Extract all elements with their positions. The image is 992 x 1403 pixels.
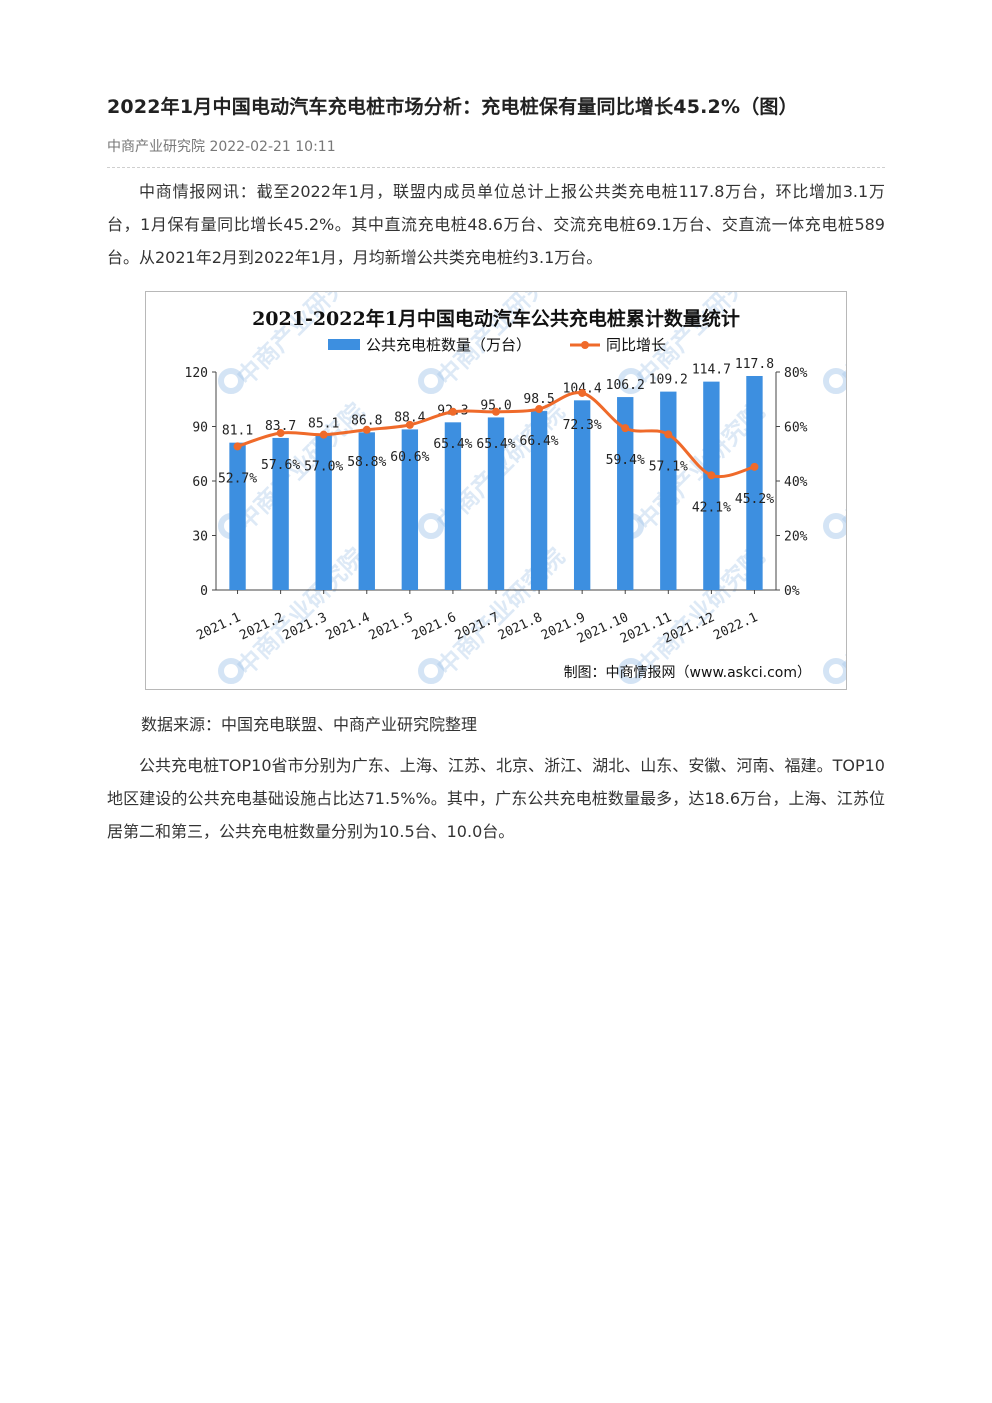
watermark-logo-icon — [618, 368, 644, 394]
growth-point — [276, 429, 285, 438]
bar-value-label: 81.1 — [222, 424, 253, 439]
growth-value-label: 66.4% — [520, 434, 559, 449]
growth-value-label: 72.3% — [563, 418, 602, 433]
publish-datetime: 2022-02-21 10:11 — [209, 139, 336, 155]
paragraph-top10: 公共充电桩TOP10省市分别为广东、上海、江苏、北京、浙江、湖北、山东、安徽、河… — [107, 756, 885, 841]
bar-value-label: 106.2 — [606, 378, 645, 393]
growth-point — [448, 407, 457, 416]
growth-point — [535, 405, 544, 414]
x-tick-label: 2021.4 — [324, 610, 373, 644]
left-tick-label: 120 — [185, 366, 208, 381]
data-source-note: 数据来源：中国充电联盟、中商产业研究院整理 — [141, 715, 478, 734]
watermark-logo-icon — [418, 368, 444, 394]
paragraph-intro: 中商情报网讯：截至2022年1月，联盟内成员单位总计上报公共类充电桩117.8万… — [107, 182, 885, 267]
bar — [573, 400, 591, 590]
right-tick-label: 80% — [784, 366, 808, 381]
growth-point — [664, 430, 673, 439]
source-name[interactable]: 中商产业研究院 — [107, 139, 205, 155]
legend-line-label: 同比增长 — [606, 336, 666, 354]
growth-point — [319, 430, 328, 439]
bar-value-label: 117.8 — [735, 357, 774, 372]
bar-value-label: 98.5 — [523, 392, 554, 407]
x-tick-label: 2021.5 — [367, 610, 416, 643]
article-title: 2022年1月中国电动汽车充电桩市场分析：充电桩保有量同比增长45.2%（图） — [107, 96, 798, 118]
legend-bar-swatch — [328, 339, 360, 350]
bar — [703, 381, 720, 590]
growth-value-label: 57.6% — [261, 458, 300, 473]
article-meta: 中商产业研究院 2022-02-21 10:11 — [107, 136, 336, 156]
growth-point — [621, 424, 630, 433]
growth-point — [578, 388, 587, 397]
bar — [487, 417, 505, 590]
watermark-logo-icon — [823, 368, 846, 394]
chart-title: 2021-2022年1月中国电动汽车公共充电桩累计数量统计 — [252, 307, 740, 330]
watermark-logo-icon — [418, 513, 444, 539]
x-tick-label: 2022.1 — [711, 610, 760, 643]
left-tick-label: 60 — [192, 475, 208, 490]
watermark-logo-icon — [823, 513, 846, 539]
left-tick-label: 0 — [200, 584, 208, 599]
bar-value-label: 85.1 — [308, 416, 339, 431]
bar — [229, 442, 246, 590]
watermark-text: 中商产业研究院 — [836, 398, 846, 537]
bar — [617, 397, 634, 590]
watermark-logo-icon — [218, 658, 244, 684]
watermark-logo-icon — [418, 658, 444, 684]
bar — [272, 437, 289, 590]
growth-value-label: 57.1% — [649, 459, 688, 474]
growth-value-label: 60.6% — [390, 450, 429, 465]
bar — [530, 411, 548, 590]
growth-value-label: 45.2% — [735, 492, 774, 507]
growth-value-label: 58.8% — [347, 455, 386, 470]
x-tick-label: 2021.6 — [410, 610, 459, 643]
bar — [660, 391, 677, 590]
growth-point — [492, 407, 500, 416]
growth-value-label: 59.4% — [606, 453, 645, 468]
divider — [107, 167, 885, 168]
growth-value-label: 52.7% — [218, 471, 257, 486]
right-tick-label: 60% — [784, 421, 808, 436]
watermark-logo-icon — [218, 368, 244, 394]
growth-point — [750, 462, 759, 471]
growth-value-label: 42.1% — [692, 500, 731, 515]
chart-credit: 制图：中商情报网（www.askci.com） — [564, 665, 811, 681]
growth-point — [405, 420, 414, 429]
watermark-text: 中商产业研究院 — [836, 292, 846, 391]
growth-value-label: 65.4% — [433, 437, 472, 452]
watermark-text: 中商产业研究院 — [231, 543, 370, 682]
bar-value-label: 95.0 — [480, 398, 511, 413]
right-tick-label: 20% — [784, 530, 808, 545]
bar — [746, 375, 763, 590]
x-tick-label: 2021.1 — [194, 610, 243, 643]
growth-value-label: 57.0% — [304, 460, 343, 475]
bar — [444, 422, 462, 590]
watermark-text: 中商产业研究院 — [836, 543, 846, 682]
right-tick-label: 0% — [784, 584, 800, 599]
watermark-logo-icon — [823, 658, 846, 684]
legend-line-marker — [581, 341, 589, 349]
bar-value-label: 83.7 — [265, 419, 296, 434]
bar — [358, 432, 375, 590]
bar-value-label: 109.2 — [649, 373, 688, 388]
bar-value-label: 86.8 — [351, 413, 382, 428]
left-tick-label: 90 — [192, 421, 208, 436]
left-tick-label: 30 — [192, 530, 208, 545]
watermark-logo-icon — [618, 658, 644, 684]
growth-point — [362, 425, 371, 434]
bar — [401, 429, 419, 590]
growth-point — [233, 442, 242, 451]
growth-value-label: 65.4% — [476, 437, 515, 452]
growth-point — [707, 471, 716, 480]
bar-value-label: 114.7 — [692, 363, 731, 378]
right-tick-label: 40% — [784, 475, 808, 490]
bar — [315, 435, 332, 590]
chart-figure: 中商产业研究院 中商产业研究院 中商产业研究院 中商产业研究院 中商产业研究院 中商产业研… — [145, 291, 847, 690]
legend-bar-label: 公共充电桩数量（万台） — [366, 336, 531, 354]
